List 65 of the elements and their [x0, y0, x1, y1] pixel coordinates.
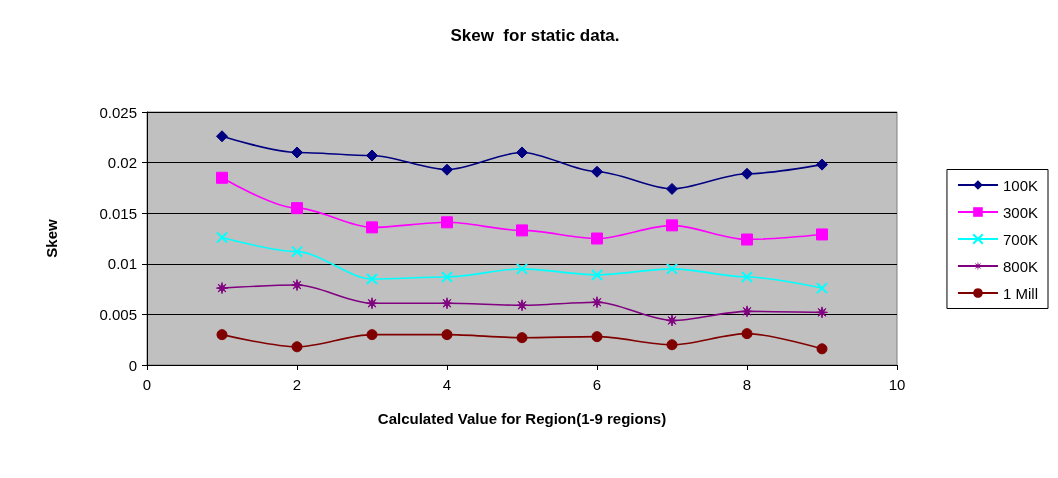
point [291, 341, 303, 353]
point [741, 233, 753, 246]
point [441, 297, 453, 310]
point [516, 299, 528, 312]
x-tick-label: 8 [742, 376, 752, 393]
x-tick-label: 10 [888, 376, 906, 393]
point [591, 232, 603, 245]
y-tick-label: 0.015 [99, 204, 137, 222]
point [291, 202, 303, 215]
point [816, 282, 828, 295]
point [366, 149, 378, 162]
point [441, 270, 453, 283]
point [666, 314, 678, 327]
point [741, 270, 753, 283]
y-tick-label: 0.025 [99, 103, 137, 121]
point [516, 262, 528, 275]
point [591, 268, 603, 281]
point [216, 231, 228, 244]
point [441, 163, 453, 176]
point [366, 297, 378, 310]
point [816, 306, 828, 319]
legend-label: 700K [1002, 230, 1039, 248]
point [816, 158, 828, 171]
chart-title: Skew for static data. [450, 26, 620, 45]
legend-label: 100K [1002, 176, 1039, 194]
point [816, 228, 828, 241]
point [591, 165, 603, 178]
point [816, 343, 828, 355]
point [291, 279, 303, 292]
point [366, 272, 378, 285]
point [741, 167, 753, 180]
x-tick-label: 6 [592, 376, 602, 393]
point [741, 305, 753, 318]
point [366, 221, 378, 234]
x-tick-label: 4 [442, 376, 452, 393]
x-tick-label: 0 [142, 376, 152, 393]
point [216, 329, 228, 341]
point [216, 282, 228, 295]
legend-label: 800K [1002, 257, 1039, 275]
point [591, 296, 603, 309]
y-axis-title: Skew [43, 218, 60, 258]
point [666, 339, 678, 351]
y-tick-label: 0.01 [107, 255, 137, 273]
point [591, 331, 603, 343]
point [666, 182, 678, 195]
point [516, 332, 528, 344]
point [216, 130, 228, 143]
point [216, 171, 228, 184]
point [516, 146, 528, 159]
point [291, 245, 303, 258]
y-tick-label: 0 [128, 356, 137, 374]
x-axis-title: Calculated Value for Region(1-9 regions) [377, 410, 667, 427]
point [741, 328, 753, 340]
point [441, 329, 453, 341]
y-tick-label: 0.02 [107, 154, 137, 172]
point [366, 329, 378, 341]
point [666, 219, 678, 232]
point [516, 224, 528, 237]
y-tick-label: 0.005 [99, 305, 137, 323]
x-tick-label: 2 [292, 376, 302, 393]
point [441, 216, 453, 229]
point [291, 146, 303, 159]
legend-label: 1 Mill [1002, 284, 1038, 302]
point [666, 262, 678, 275]
legend-label: 300K [1002, 203, 1039, 221]
